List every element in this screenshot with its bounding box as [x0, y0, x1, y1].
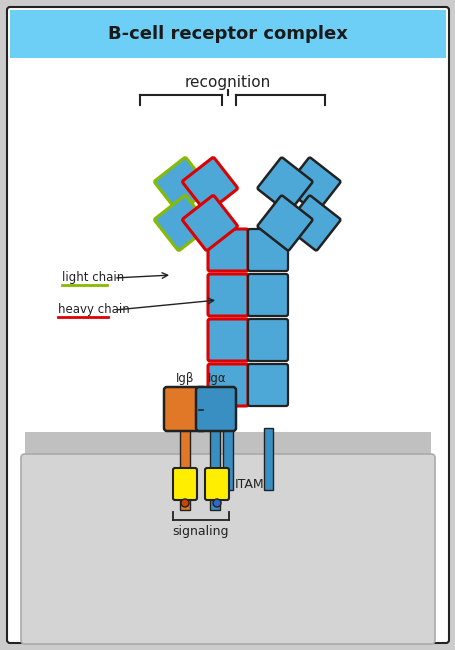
FancyBboxPatch shape	[154, 157, 209, 213]
FancyBboxPatch shape	[7, 7, 448, 643]
Bar	[222, 428, 233, 490]
Bar	[25, 432, 430, 458]
FancyBboxPatch shape	[182, 157, 237, 213]
FancyBboxPatch shape	[248, 274, 288, 316]
FancyBboxPatch shape	[207, 319, 248, 361]
Circle shape	[212, 499, 221, 507]
FancyBboxPatch shape	[248, 364, 288, 406]
FancyBboxPatch shape	[172, 468, 197, 500]
Bar	[180, 428, 190, 510]
Text: recognition: recognition	[184, 75, 271, 90]
FancyBboxPatch shape	[205, 468, 228, 500]
Bar	[210, 428, 219, 510]
FancyBboxPatch shape	[285, 196, 339, 250]
FancyBboxPatch shape	[285, 157, 339, 213]
Circle shape	[181, 499, 188, 507]
FancyBboxPatch shape	[248, 229, 288, 271]
Text: B-cell receptor complex: B-cell receptor complex	[108, 25, 347, 43]
FancyBboxPatch shape	[207, 229, 248, 271]
Text: light chain: light chain	[62, 272, 124, 285]
FancyBboxPatch shape	[164, 387, 206, 431]
Bar	[263, 428, 273, 490]
FancyBboxPatch shape	[21, 454, 434, 644]
FancyBboxPatch shape	[207, 274, 248, 316]
FancyBboxPatch shape	[248, 319, 288, 361]
Text: signaling: signaling	[172, 525, 229, 538]
Text: heavy chain: heavy chain	[58, 304, 130, 317]
FancyBboxPatch shape	[257, 196, 312, 250]
FancyBboxPatch shape	[257, 157, 312, 213]
FancyBboxPatch shape	[196, 387, 236, 431]
Bar	[10, 10, 445, 58]
Text: ITAM: ITAM	[234, 478, 264, 491]
Text: Igβ: Igβ	[175, 372, 194, 385]
FancyBboxPatch shape	[154, 196, 209, 250]
FancyBboxPatch shape	[182, 196, 237, 250]
FancyBboxPatch shape	[207, 364, 248, 406]
Text: Igα: Igα	[207, 372, 226, 385]
